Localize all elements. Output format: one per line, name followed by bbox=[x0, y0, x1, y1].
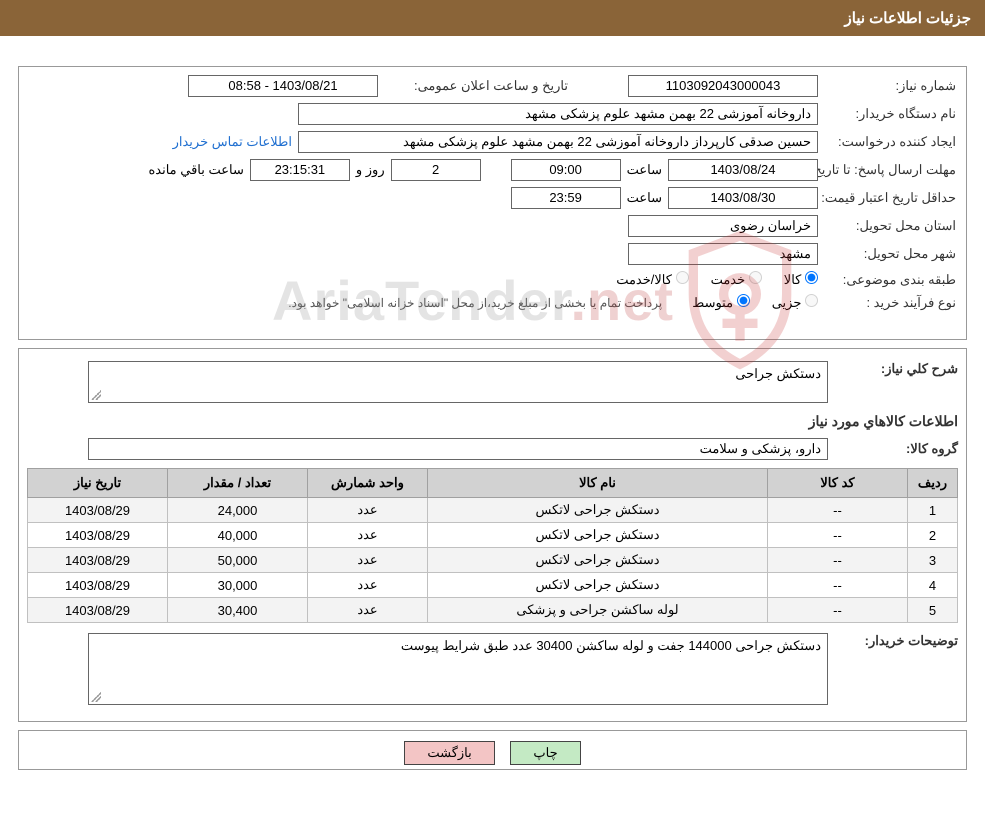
table-cell: عدد bbox=[308, 498, 428, 523]
buyer-notes-value: دستکش جراحی 144000 جفت و لوله ساکشن 3040… bbox=[88, 633, 828, 705]
days-and-label: روز و bbox=[350, 162, 391, 178]
time-label-1: ساعت bbox=[621, 162, 668, 178]
details-panel: شماره نیاز: 1103092043000043 تاریخ و ساع… bbox=[18, 66, 967, 340]
page-header: جزئیات اطلاعات نیاز bbox=[0, 0, 985, 36]
col-header: تاریخ نیاز bbox=[28, 469, 168, 498]
buyer-org-value: داروخانه آموزشی 22 بهمن مشهد علوم پزشکی … bbox=[298, 103, 818, 125]
need-desc-value: دستکش جراحی bbox=[88, 361, 828, 403]
table-cell: 1403/08/29 bbox=[28, 523, 168, 548]
col-header: واحد شمارش bbox=[308, 469, 428, 498]
table-cell: 1 bbox=[908, 498, 958, 523]
requester-value: حسین صدقی کارپرداز داروخانه آموزشی 22 به… bbox=[298, 131, 818, 153]
time-remaining-suffix: ساعت باقي مانده bbox=[142, 162, 249, 178]
category-service-option[interactable]: خدمت bbox=[711, 271, 762, 288]
table-cell: 30,400 bbox=[168, 598, 308, 623]
days-remaining: 2 bbox=[391, 159, 481, 181]
table-cell: -- bbox=[768, 598, 908, 623]
requester-label: ایجاد کننده درخواست: bbox=[818, 134, 958, 150]
category-service-radio[interactable] bbox=[749, 271, 762, 284]
ptype-partial-radio[interactable] bbox=[805, 294, 818, 307]
back-button[interactable]: بازگشت bbox=[404, 741, 494, 765]
need-no-label: شماره نیاز: bbox=[818, 78, 958, 94]
category-goods-service-radio[interactable] bbox=[676, 271, 689, 284]
col-header: تعداد / مقدار bbox=[168, 469, 308, 498]
table-cell: دستکش جراحی لاتکس bbox=[428, 523, 768, 548]
time-label-2: ساعت bbox=[621, 190, 668, 206]
table-cell: 4 bbox=[908, 573, 958, 598]
category-label: طبقه بندی موضوعی: bbox=[818, 272, 958, 288]
col-header: ردیف bbox=[908, 469, 958, 498]
ptype-partial-option[interactable]: جزیی bbox=[772, 294, 818, 311]
col-header: نام کالا bbox=[428, 469, 768, 498]
goods-group-label: گروه کالا: bbox=[828, 441, 958, 457]
time-remaining: 23:15:31 bbox=[250, 159, 350, 181]
table-cell: -- bbox=[768, 573, 908, 598]
table-cell: -- bbox=[768, 548, 908, 573]
table-cell: عدد bbox=[308, 523, 428, 548]
items-panel: شرح کلي نیاز: دستکش جراحی اطلاعات کالاها… bbox=[18, 348, 967, 722]
table-cell: 1403/08/29 bbox=[28, 498, 168, 523]
delivery-city-label: شهر محل تحویل: bbox=[818, 246, 958, 262]
ptype-medium-radio[interactable] bbox=[737, 294, 750, 307]
announce-dt-label: تاریخ و ساعت اعلان عمومی: bbox=[378, 78, 568, 94]
table-cell: 50,000 bbox=[168, 548, 308, 573]
price-validity-time: 23:59 bbox=[511, 187, 621, 209]
table-cell: 3 bbox=[908, 548, 958, 573]
table-cell: -- bbox=[768, 523, 908, 548]
table-cell: عدد bbox=[308, 598, 428, 623]
ptype-note: پرداخت تمام یا بخشی از مبلغ خرید،از محل … bbox=[288, 296, 670, 310]
table-row: 4--دستکش جراحی لاتکسعدد30,0001403/08/29 bbox=[28, 573, 958, 598]
ptype-medium-option[interactable]: متوسط bbox=[692, 294, 749, 311]
print-button[interactable]: چاپ bbox=[510, 741, 580, 765]
table-cell: 1403/08/29 bbox=[28, 598, 168, 623]
page-title: جزئیات اطلاعات نیاز bbox=[845, 9, 972, 27]
table-row: 2--دستکش جراحی لاتکسعدد40,0001403/08/29 bbox=[28, 523, 958, 548]
table-cell: عدد bbox=[308, 548, 428, 573]
table-cell: عدد bbox=[308, 573, 428, 598]
delivery-province-label: استان محل تحویل: bbox=[818, 218, 958, 234]
table-cell: لوله ساکشن جراحی و پزشکی bbox=[428, 598, 768, 623]
table-cell: 24,000 bbox=[168, 498, 308, 523]
table-cell: 5 bbox=[908, 598, 958, 623]
category-goods-radio[interactable] bbox=[805, 271, 818, 284]
table-cell: 40,000 bbox=[168, 523, 308, 548]
buyer-notes-label: توضیحات خریدار: bbox=[828, 633, 958, 649]
table-cell: 2 bbox=[908, 523, 958, 548]
table-cell: -- bbox=[768, 498, 908, 523]
delivery-province-value: خراسان رضوی bbox=[628, 215, 818, 237]
reply-deadline-time: 09:00 bbox=[511, 159, 621, 181]
buyer-org-label: نام دستگاه خریدار: bbox=[818, 106, 958, 122]
table-row: 1--دستکش جراحی لاتکسعدد24,0001403/08/29 bbox=[28, 498, 958, 523]
need-no-value: 1103092043000043 bbox=[628, 75, 818, 97]
table-cell: 1403/08/29 bbox=[28, 548, 168, 573]
col-header: کد کالا bbox=[768, 469, 908, 498]
reply-deadline-label: مهلت ارسال پاسخ: تا تاریخ: bbox=[818, 162, 958, 178]
table-cell: دستکش جراحی لاتکس bbox=[428, 498, 768, 523]
table-cell: 1403/08/29 bbox=[28, 573, 168, 598]
category-goods-option[interactable]: کالا bbox=[784, 271, 818, 288]
category-goods-service-option[interactable]: کالا/خدمت bbox=[616, 271, 688, 288]
table-row: 5--لوله ساکشن جراحی و پزشکیعدد30,4001403… bbox=[28, 598, 958, 623]
delivery-city-value: مشهد bbox=[628, 243, 818, 265]
resize-handle-icon[interactable] bbox=[91, 390, 101, 400]
table-row: 3--دستکش جراحی لاتکسعدد50,0001403/08/29 bbox=[28, 548, 958, 573]
price-validity-label: حداقل تاریخ اعتبار قیمت: تا تاریخ: bbox=[818, 190, 958, 207]
price-validity-date: 1403/08/30 bbox=[668, 187, 818, 209]
need-desc-label: شرح کلي نیاز: bbox=[828, 361, 958, 377]
buyer-contact-link[interactable]: اطلاعات تماس خریدار bbox=[167, 134, 298, 150]
footer-buttons: چاپ بازگشت bbox=[18, 730, 967, 770]
items-table: ردیفکد کالانام کالاواحد شمارشتعداد / مقد… bbox=[27, 468, 958, 623]
goods-group-value: دارو، پزشکی و سلامت bbox=[88, 438, 828, 460]
announce-dt-value: 1403/08/21 - 08:58 bbox=[188, 75, 378, 97]
table-cell: 30,000 bbox=[168, 573, 308, 598]
purchase-type-label: نوع فرآیند خرید : bbox=[818, 295, 958, 311]
resize-handle-icon[interactable] bbox=[91, 692, 101, 702]
reply-deadline-date: 1403/08/24 bbox=[668, 159, 818, 181]
items-title: اطلاعات کالاهاي مورد نیاز bbox=[809, 413, 958, 430]
table-cell: دستکش جراحی لاتکس bbox=[428, 573, 768, 598]
table-cell: دستکش جراحی لاتکس bbox=[428, 548, 768, 573]
